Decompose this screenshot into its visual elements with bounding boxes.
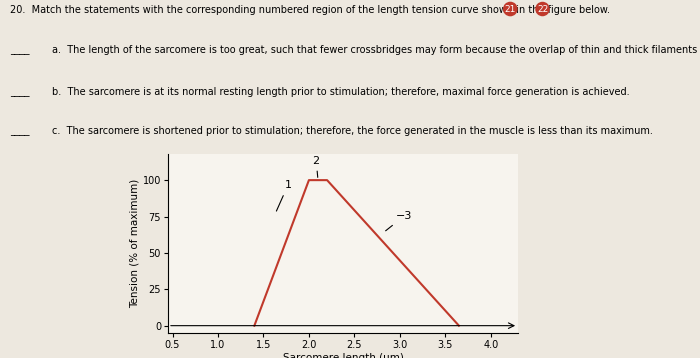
Text: 22: 22	[537, 5, 548, 14]
Text: c.  The sarcomere is shortened prior to stimulation; therefore, the force genera: c. The sarcomere is shortened prior to s…	[52, 126, 653, 136]
X-axis label: Sarcomere length (μm): Sarcomere length (μm)	[283, 353, 403, 358]
Text: a.  The length of the sarcomere is too great, such that fewer crossbridges may f: a. The length of the sarcomere is too gr…	[52, 45, 700, 55]
Text: 20.  Match the statements with the corresponding numbered region of the length t: 20. Match the statements with the corres…	[10, 5, 610, 15]
Text: 21: 21	[505, 5, 516, 14]
Text: 1: 1	[276, 180, 291, 211]
Text: 2: 2	[313, 156, 320, 177]
Text: ____: ____	[10, 87, 29, 97]
Text: ____: ____	[10, 126, 29, 136]
Text: ____: ____	[10, 45, 29, 55]
Text: b.  The sarcomere is at its normal resting length prior to stimulation; therefor: b. The sarcomere is at its normal restin…	[52, 87, 630, 97]
Text: −3: −3	[386, 211, 412, 231]
Y-axis label: Tension (% of maximum): Tension (% of maximum)	[130, 179, 140, 308]
